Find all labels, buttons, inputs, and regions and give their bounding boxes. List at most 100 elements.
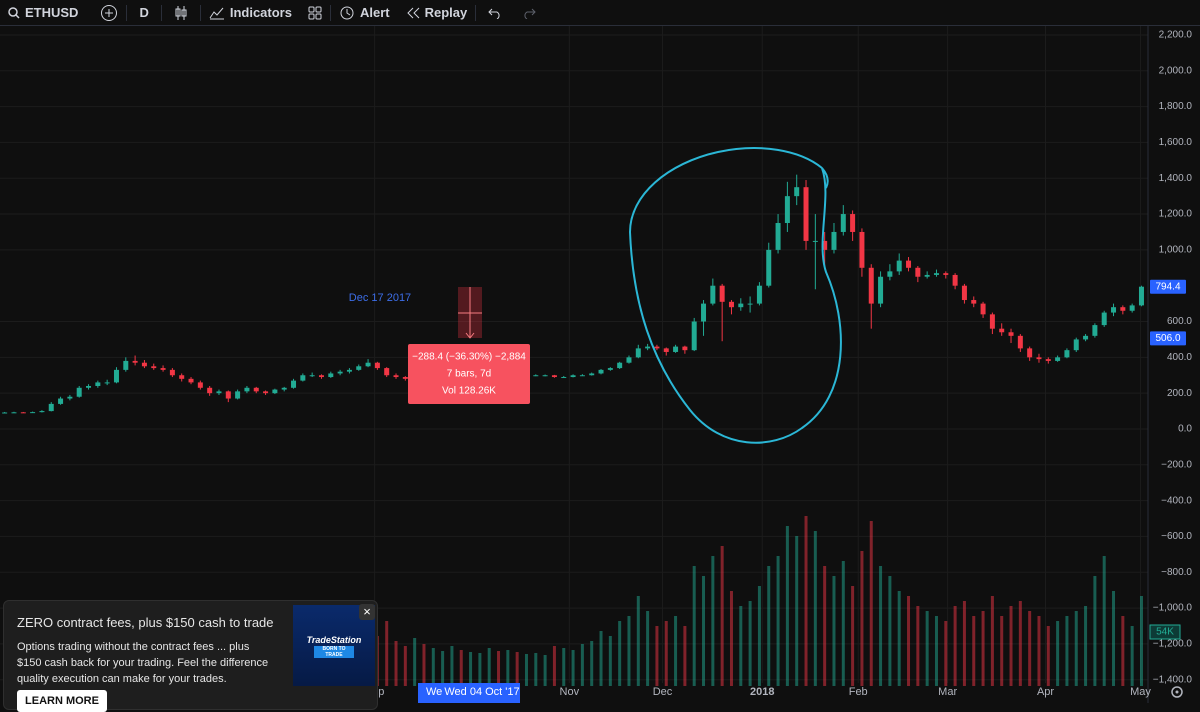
candle-body [775,223,781,250]
y-tick-label: −1,000.0 [1153,603,1193,614]
candle-body [645,346,651,349]
price-pane [2,174,1144,414]
candle-body [812,240,818,242]
candle-body [999,328,1005,333]
candle-body [663,348,669,352]
candle-body [710,285,716,304]
volume-bar [385,621,389,686]
settings-icon[interactable] [1171,686,1183,698]
y-tick-label: −200.0 [1161,459,1192,470]
volume-bar [506,650,510,686]
replay-button[interactable]: Replay [398,5,476,20]
y-tick-label: 600.0 [1167,316,1192,327]
layouts-button[interactable] [300,6,330,20]
volume-tag: 54K [1156,627,1174,638]
volume-bar [1009,606,1013,686]
date-annotation: Dec 17 2017 [349,292,411,304]
undo-button[interactable] [476,7,514,19]
y-tick-label: −800.0 [1161,567,1192,578]
candle-body [794,187,800,197]
symbol-search[interactable]: ETHUSD [0,5,86,20]
volume-bar [674,616,678,686]
volume-bar [953,606,957,686]
candle-body [579,375,585,377]
volume-bar [804,516,808,686]
volume-bar [851,586,855,686]
price-tag: 506.0 [1155,333,1180,344]
candle-body [374,362,380,369]
candle-body [747,303,753,305]
candle-body [179,375,185,379]
axes: 2,200.0 2,000.0 1,800.0 1,600.0 1,400.0 1,200… [365,30,1193,698]
volume-bar [552,646,556,686]
volume-bar [897,591,901,686]
volume-bar [524,654,528,686]
candle-body [756,285,762,304]
measure-arrow [465,332,475,339]
price-tag: 794.4 [1155,281,1180,292]
volume-bar [925,611,929,686]
learn-more-button[interactable]: LEARN MORE [17,690,107,712]
candle-body [365,362,371,367]
indicators-button[interactable]: Indicators [201,5,300,20]
candle-body [393,375,399,378]
candle-body [253,387,259,392]
candle-body [291,380,297,388]
interval[interactable]: D [139,5,149,20]
crosshair-label-box [444,683,520,703]
redo-button[interactable] [514,7,544,19]
candle-body [822,240,828,250]
volume-bar [934,616,938,686]
volume-bar [907,596,911,686]
compare-button[interactable] [86,4,126,22]
volume-bar [785,526,789,686]
candle-body [915,267,921,277]
candle-body [533,375,539,377]
volume-bar [534,653,538,686]
ad-line: Options trading without the contract fee… [17,641,250,653]
volume-bar [543,655,547,686]
toolbar: ETHUSD D Indicators Alert Replay [0,0,1200,26]
candle-body [980,303,986,315]
alert-button[interactable]: Alert [331,5,398,21]
y-tick-label: −600.0 [1161,531,1192,542]
y-tick-label: −1,200.0 [1153,639,1193,650]
y-tick-label: −400.0 [1161,495,1192,506]
candle-body [682,346,688,351]
search-icon [8,6,20,19]
volume-bar [1037,616,1041,686]
separator [329,4,331,21]
candle-body [989,314,995,329]
volume-bar [450,646,454,686]
volume-bar [562,648,566,686]
volume-bar [571,650,575,686]
volume-bar [441,651,445,686]
volume-bar [1065,616,1069,686]
volume-bar [981,611,985,686]
candle-body [868,267,874,304]
candle-body [1008,332,1014,336]
candle-body [1092,325,1098,336]
volume-bar [1102,556,1106,686]
candle-body [113,369,119,383]
volume-bar [841,561,845,686]
volume-tag-box [1149,624,1181,640]
alert-icon [340,6,354,19]
candle-body [76,387,82,397]
candle-body [11,412,17,414]
ad-popup: ZERO contract fees, plus $150 cash to tr… [3,600,378,712]
x-tick-label: May [1130,686,1151,698]
candle-body [542,375,548,377]
volume-bar [1130,626,1134,686]
volume-bar [655,626,659,686]
candle-body [169,369,175,376]
x-tick-label: Feb [849,686,868,698]
chart-type[interactable] [162,5,200,21]
close-button[interactable]: × [359,604,375,620]
candle-body [95,382,101,386]
volume-bar [962,601,966,686]
candle-body [701,303,707,322]
candle-body [961,285,967,301]
symbol: ETHUSD [25,5,79,20]
